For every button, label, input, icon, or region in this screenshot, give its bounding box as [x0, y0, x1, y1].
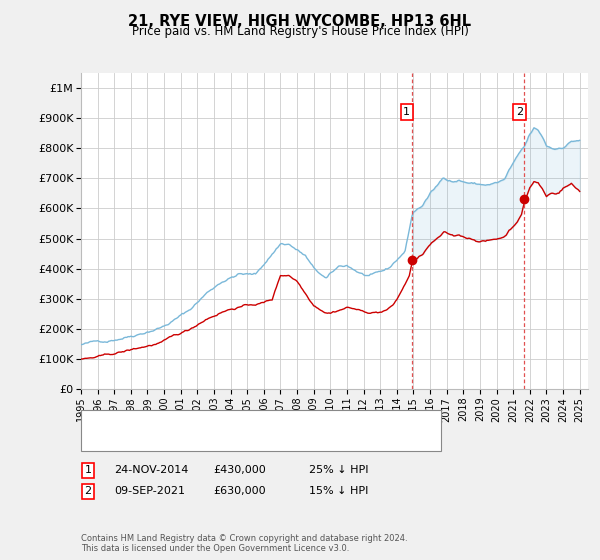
Text: 2: 2 — [85, 486, 92, 496]
Text: 25% ↓ HPI: 25% ↓ HPI — [309, 465, 368, 475]
Text: £630,000: £630,000 — [213, 486, 266, 496]
Text: 1: 1 — [403, 107, 410, 117]
Text: 09-SEP-2021: 09-SEP-2021 — [114, 486, 185, 496]
Text: 24-NOV-2014: 24-NOV-2014 — [114, 465, 188, 475]
Text: Price paid vs. HM Land Registry's House Price Index (HPI): Price paid vs. HM Land Registry's House … — [131, 25, 469, 38]
Text: 15% ↓ HPI: 15% ↓ HPI — [309, 486, 368, 496]
Text: HPI: Average price, detached house, Buckinghamshire: HPI: Average price, detached house, Buck… — [119, 436, 403, 446]
Text: 1: 1 — [85, 465, 92, 475]
Text: 2: 2 — [516, 107, 523, 117]
Text: 21, RYE VIEW, HIGH WYCOMBE, HP13 6HL: 21, RYE VIEW, HIGH WYCOMBE, HP13 6HL — [128, 14, 472, 29]
Text: Contains HM Land Registry data © Crown copyright and database right 2024.
This d: Contains HM Land Registry data © Crown c… — [81, 534, 407, 553]
Text: £430,000: £430,000 — [213, 465, 266, 475]
Text: 21, RYE VIEW, HIGH WYCOMBE, HP13 6HL (detached house): 21, RYE VIEW, HIGH WYCOMBE, HP13 6HL (de… — [119, 416, 431, 426]
